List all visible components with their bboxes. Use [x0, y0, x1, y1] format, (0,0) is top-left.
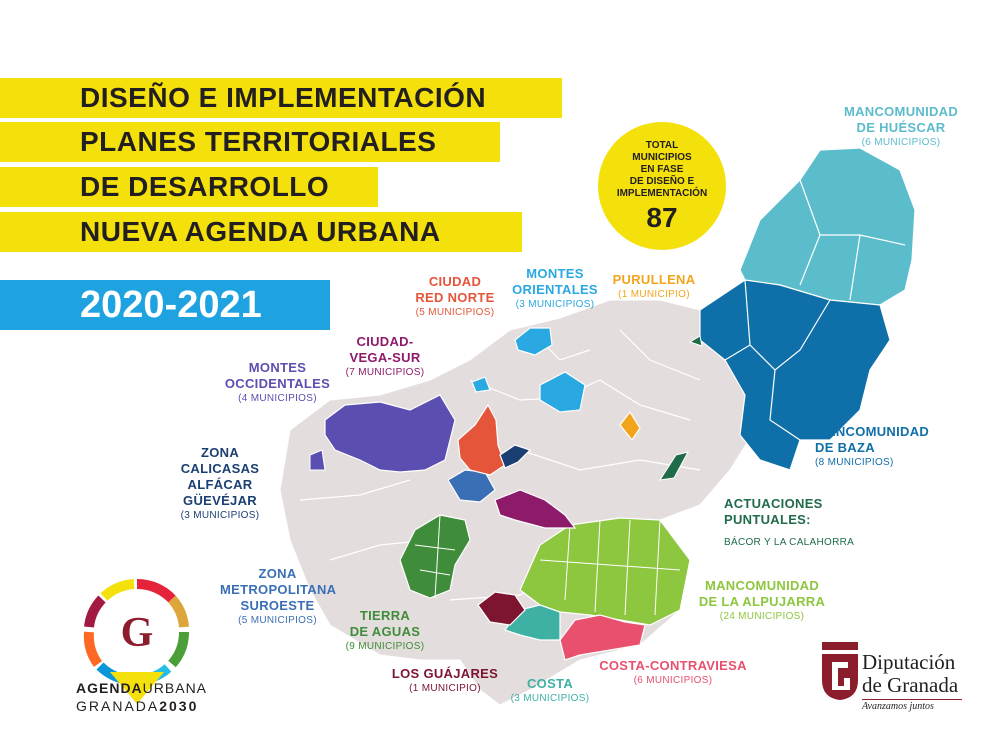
- region-guajares: [477, 591, 526, 626]
- label-calicasas-name: ZONA CALICASAS ALFÁCAR GÜEVÉJAR: [180, 445, 260, 508]
- label-purullena-count: (1 MUNICIPIO): [618, 289, 690, 300]
- label-purullena-name: PURULLENA: [612, 272, 696, 287]
- label-contraviesa-name: COSTA-CONTRAVIESA: [599, 658, 747, 673]
- agenda-logo-pin: [110, 672, 164, 704]
- label-tierra-aguas-count: (9 MUNICIPIOS): [345, 641, 425, 652]
- label-metropolitana: ZONA METROPOLITANA SUROESTE (5 MUNICIPIO…: [220, 566, 337, 628]
- label-red-norte-count: (5 MUNICIPIOS): [415, 307, 495, 318]
- label-montes-occidentales-name: MONTES OCCIDENTALES: [224, 360, 331, 391]
- agenda-logo-light: URBANA: [142, 680, 208, 696]
- region-montes-orientales: [471, 327, 586, 413]
- label-tierra-aguas: TIERRA DE AGUAS (9 MUNICIPIOS): [330, 608, 440, 654]
- label-montes-orientales: MONTES ORIENTALES (3 MUNICIPIOS): [505, 266, 605, 312]
- region-calicasas: [499, 444, 532, 469]
- label-baza-count: (8 MUNICIPIOS): [815, 457, 894, 468]
- agenda-logo-caption-1: AGENDAURBANA: [76, 680, 207, 696]
- label-huescar-name: MANCOMUNIDAD DE HUÉSCAR: [843, 104, 959, 135]
- label-guajares-count: (1 MUNICIPIO): [409, 683, 481, 694]
- region-actuaciones: [658, 335, 703, 481]
- title-band-4: [0, 212, 522, 252]
- label-alpujarra: MANCOMUNIDAD DE LA ALPUJARRA (24 MUNICIP…: [697, 578, 827, 624]
- label-costa-count: (3 MUNICIPIOS): [510, 693, 590, 704]
- label-baza-name: MANCOMUNIDAD DE BAZA: [815, 424, 930, 455]
- title-band-3: [0, 167, 378, 207]
- label-vega-sur-name: CIUDAD- VEGA-SUR: [349, 334, 421, 365]
- label-metropolitana-count: (5 MUNICIPIOS): [238, 615, 317, 626]
- region-contraviesa: [559, 614, 646, 661]
- title-line-1: DISEÑO E IMPLEMENTACIÓN: [80, 82, 487, 113]
- label-montes-orientales-count: (3 MUNICIPIOS): [515, 299, 595, 310]
- agenda-logo-granada: GRANADA: [76, 698, 160, 714]
- label-huescar: MANCOMUNIDAD DE HUÉSCAR (6 MUNICIPIOS): [836, 104, 966, 150]
- label-costa-name: COSTA: [526, 676, 574, 691]
- label-baza: MANCOMUNIDAD DE BAZA (8 MUNICIPIOS): [815, 424, 935, 470]
- label-actuaciones-count: BÁCOR Y LA CALAHORRA: [724, 537, 855, 548]
- region-montes-occidentales: [309, 394, 456, 473]
- region-metropolitana: [447, 469, 496, 503]
- agenda-logo-caption-2: GRANADA2030: [76, 698, 198, 714]
- label-huescar-count: (6 MUNICIPIOS): [861, 137, 941, 148]
- title-band-1: [0, 78, 562, 118]
- label-costa: COSTA (3 MUNICIPIOS): [500, 676, 600, 706]
- label-alpujarra-name: MANCOMUNIDAD DE LA ALPUJARRA: [698, 578, 826, 609]
- region-vega-sur: [494, 489, 577, 529]
- label-red-norte: CIUDAD RED NORTE (5 MUNICIPIOS): [405, 274, 505, 320]
- years-band: [0, 280, 330, 330]
- label-purullena: PURULLENA (1 MUNICIPIO): [604, 272, 704, 302]
- label-guajares: LOS GUÁJARES (1 MUNICIPIO): [390, 666, 500, 696]
- title-band-2: [0, 122, 500, 162]
- label-vega-sur-count: (7 MUNICIPIOS): [345, 367, 425, 378]
- region-baza: [699, 279, 891, 471]
- badge-text: TOTAL MUNICIPIOS EN FASE DE DISEÑO E IMP…: [616, 140, 708, 199]
- diputacion-divider: [862, 699, 962, 700]
- diputacion-slogan: Avanzamos juntos: [862, 701, 934, 712]
- badge-number: 87: [646, 202, 678, 233]
- title-line-3: DE DESARROLLO: [80, 171, 330, 202]
- label-metropolitana-name: ZONA METROPOLITANA SUROESTE: [220, 566, 337, 613]
- region-huescar: [739, 147, 916, 306]
- title-line-2: PLANES TERRITORIALES: [80, 126, 437, 157]
- diputacion-line-2: de Granada: [862, 673, 959, 697]
- label-contraviesa-count: (6 MUNICIPIOS): [633, 675, 713, 686]
- label-tierra-aguas-name: TIERRA DE AGUAS: [349, 608, 421, 639]
- agenda-urbana-logo: G: [83, 578, 190, 704]
- label-calicasas-count: (3 MUNICIPIOS): [180, 510, 260, 521]
- agenda-logo-g: G: [121, 610, 154, 656]
- agenda-logo-center: [107, 602, 167, 662]
- diputacion-emblem: [822, 642, 858, 700]
- label-calicasas: ZONA CALICASAS ALFÁCAR GÜEVÉJAR (3 MUNIC…: [170, 445, 270, 523]
- title-line-4: NUEVA AGENDA URBANA: [80, 216, 441, 247]
- label-montes-orientales-name: MONTES ORIENTALES: [512, 266, 598, 297]
- label-actuaciones: ACTUACIONES PUNTUALES: BÁCOR Y LA CALAHO…: [724, 496, 874, 550]
- agenda-logo-year: 2030: [159, 698, 199, 714]
- label-actuaciones-name: ACTUACIONES PUNTUALES:: [724, 496, 823, 527]
- label-vega-sur: CIUDAD- VEGA-SUR (7 MUNICIPIOS): [335, 334, 435, 380]
- label-contraviesa: COSTA-CONTRAVIESA (6 MUNICIPIOS): [598, 658, 748, 688]
- agenda-logo-bold: AGENDA: [76, 680, 143, 696]
- label-red-norte-name: CIUDAD RED NORTE: [415, 274, 495, 305]
- label-alpujarra-count: (24 MUNICIPIOS): [719, 611, 805, 622]
- region-tierra-aguas: [399, 514, 471, 599]
- label-guajares-name: LOS GUÁJARES: [391, 666, 499, 681]
- years-label: 2020-2021: [80, 284, 262, 326]
- region-purullena: [619, 410, 641, 442]
- total-badge: TOTAL MUNICIPIOS EN FASE DE DISEÑO E IMP…: [598, 122, 726, 250]
- label-montes-occidentales-count: (4 MUNICIPIOS): [238, 393, 317, 404]
- diputacion-line-1: Diputación: [862, 650, 956, 674]
- label-montes-occidentales: MONTES OCCIDENTALES (4 MUNICIPIOS): [220, 360, 335, 406]
